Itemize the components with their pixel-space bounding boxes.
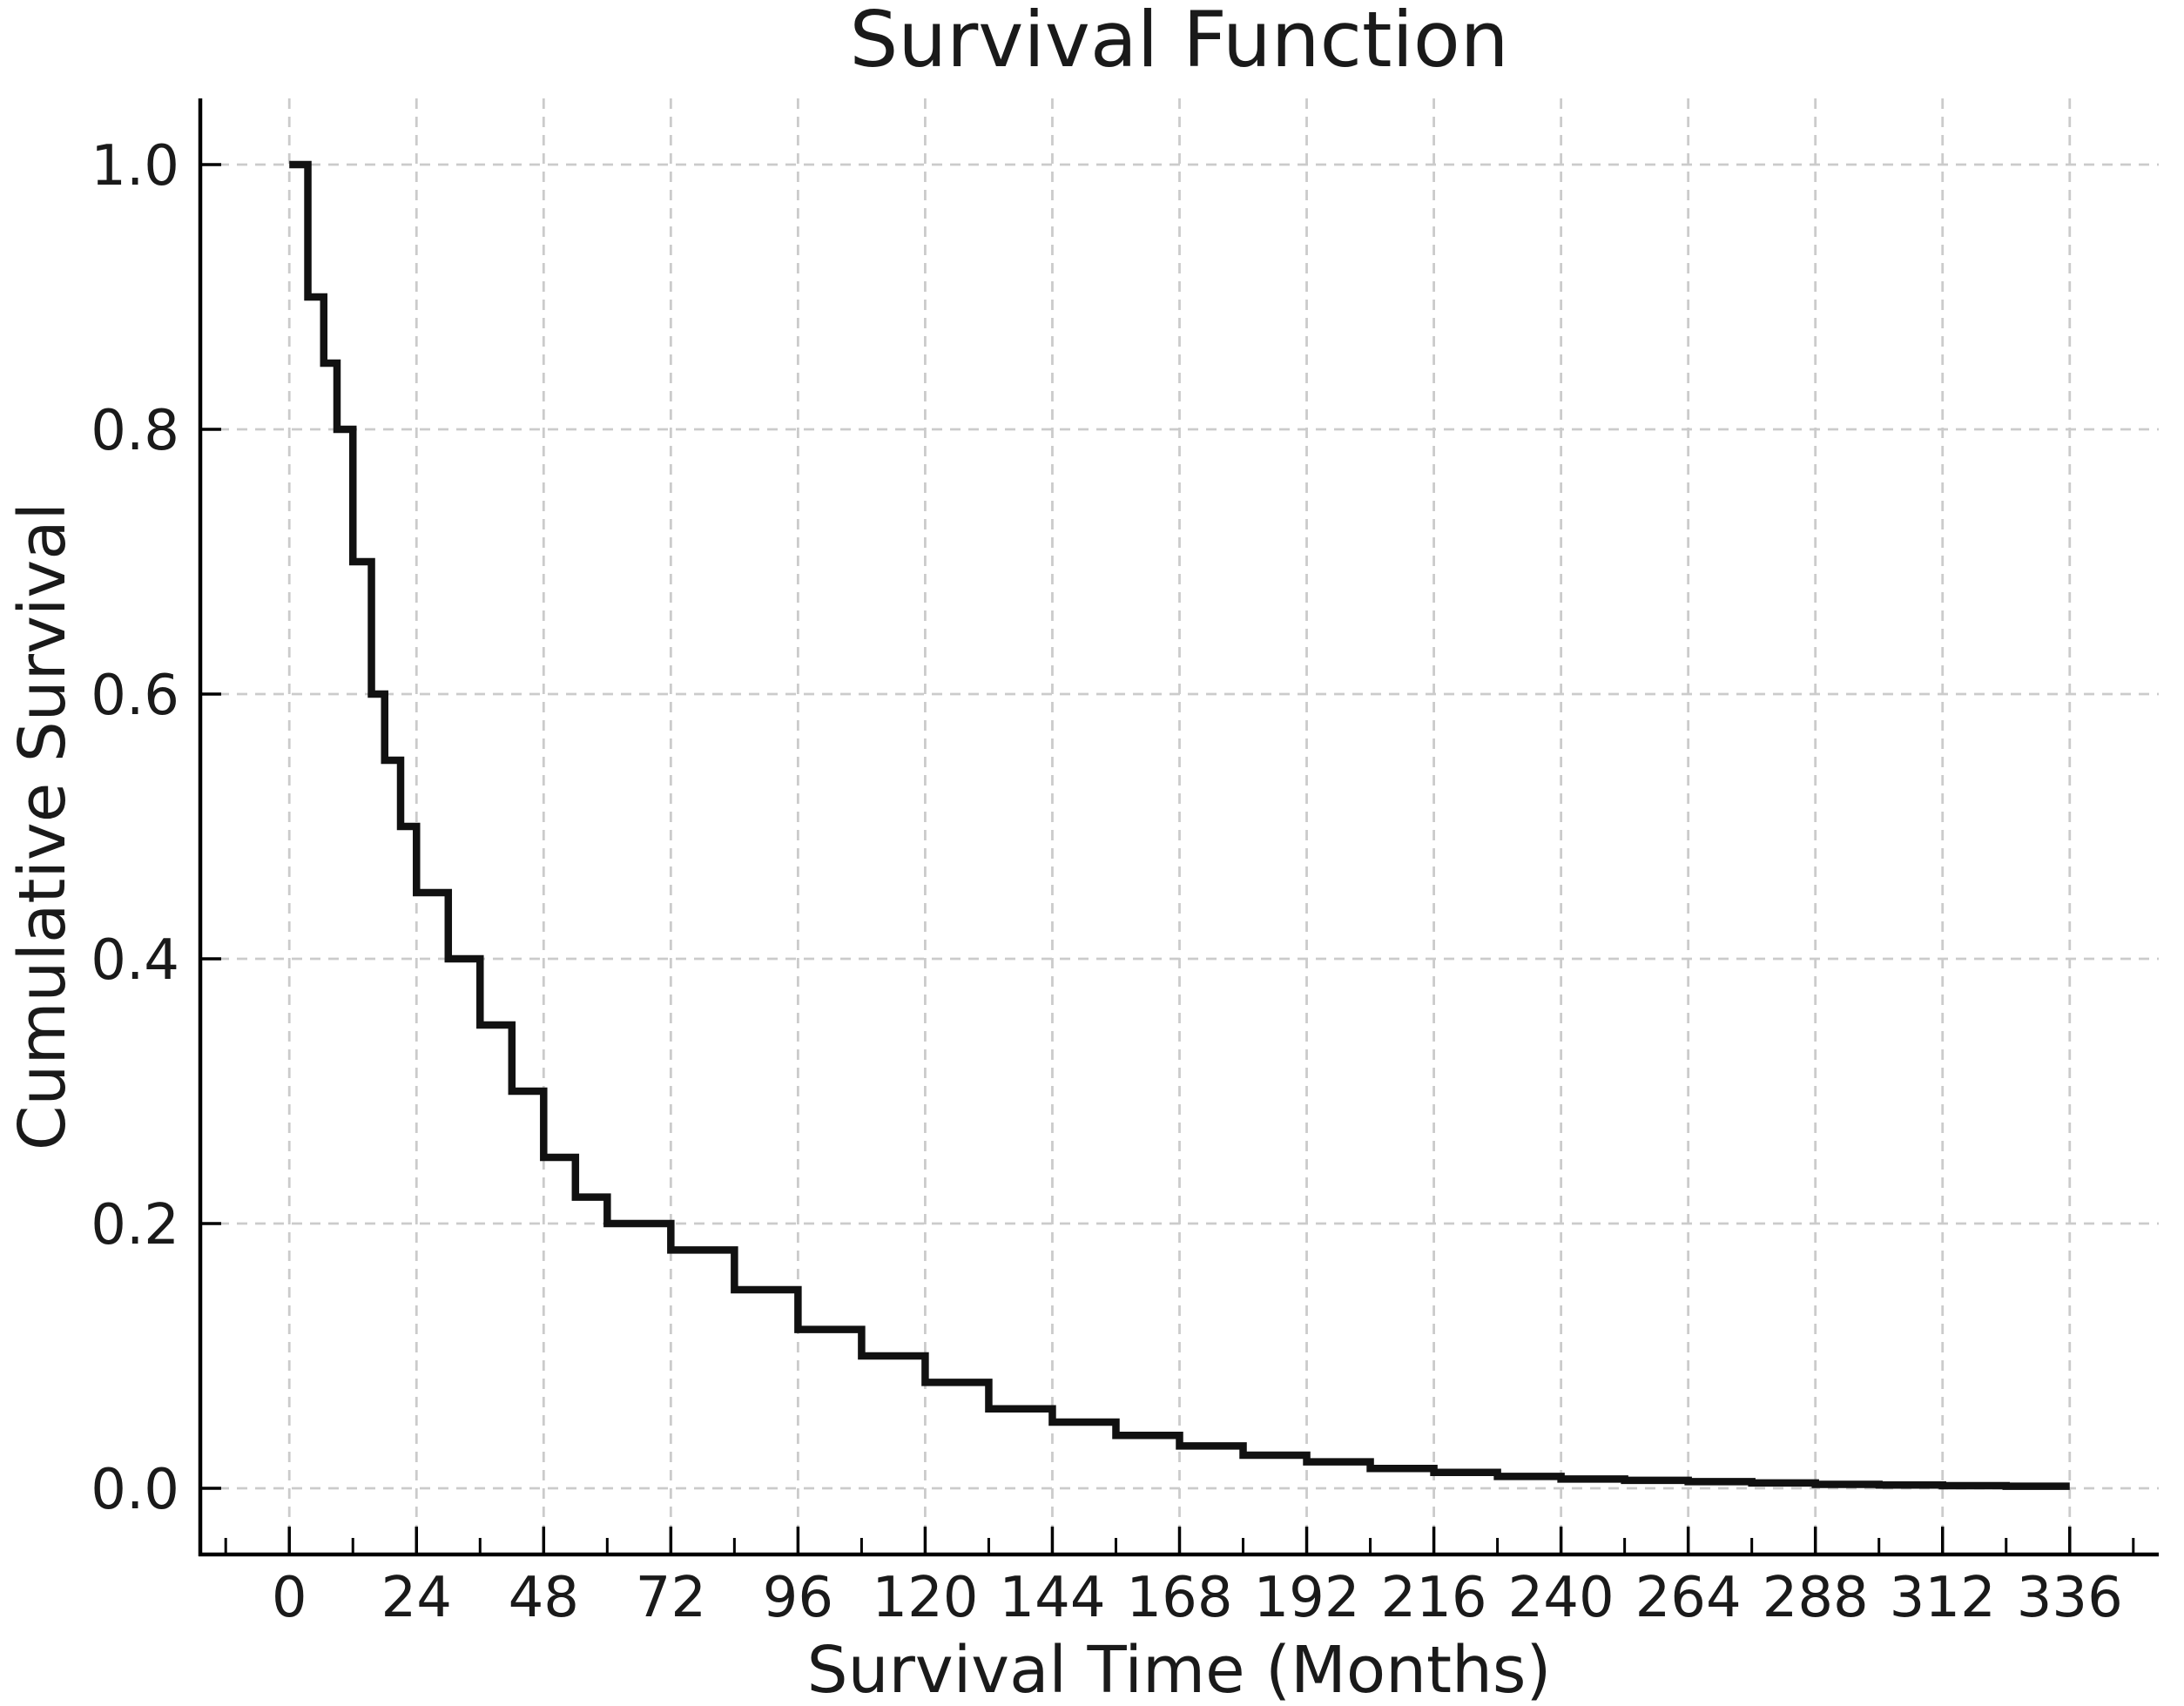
y-tick-label: 0.4 [91, 928, 179, 993]
x-tick-label: 120 [872, 1566, 978, 1630]
x-tick-label: 144 [999, 1566, 1105, 1630]
survival-curve-layer [289, 160, 2070, 1490]
x-axis-label: Survival Time (Months) [807, 1633, 1552, 1706]
y-tick-label: 0.8 [91, 399, 179, 463]
y-tick-label: 0.0 [91, 1458, 179, 1522]
survival-step-line [289, 160, 2070, 1490]
axes-layer [198, 98, 2159, 1557]
y-axis-label: Cumulative Survival [5, 502, 80, 1150]
y-tick-label: 0.6 [91, 664, 179, 728]
x-tick-label: 0 [272, 1566, 307, 1630]
gridlines [200, 98, 2159, 1554]
x-tick-label: 216 [1380, 1566, 1486, 1630]
y-tick-label: 1.0 [91, 134, 179, 199]
x-tick-label: 48 [509, 1566, 579, 1630]
x-tick-label: 24 [381, 1566, 452, 1630]
x-tick-label: 96 [763, 1566, 833, 1630]
x-tick-label: 264 [1635, 1566, 1742, 1630]
x-tick-label: 240 [1508, 1566, 1614, 1630]
chart-title: Survival Function [849, 0, 1508, 84]
x-tick-label: 288 [1763, 1566, 1869, 1630]
x-tick-label: 336 [2017, 1566, 2123, 1630]
tick-labels-layer: 0 24 48 72 96 120 144 168 192 216 240 264 288 312 336 0… [91, 134, 2123, 1630]
x-tick-label: 72 [636, 1566, 706, 1630]
y-tick-label: 0.2 [91, 1193, 179, 1258]
x-tick-label: 168 [1126, 1566, 1232, 1630]
x-tick-label: 192 [1253, 1566, 1359, 1630]
x-tick-label: 312 [1890, 1566, 1996, 1630]
